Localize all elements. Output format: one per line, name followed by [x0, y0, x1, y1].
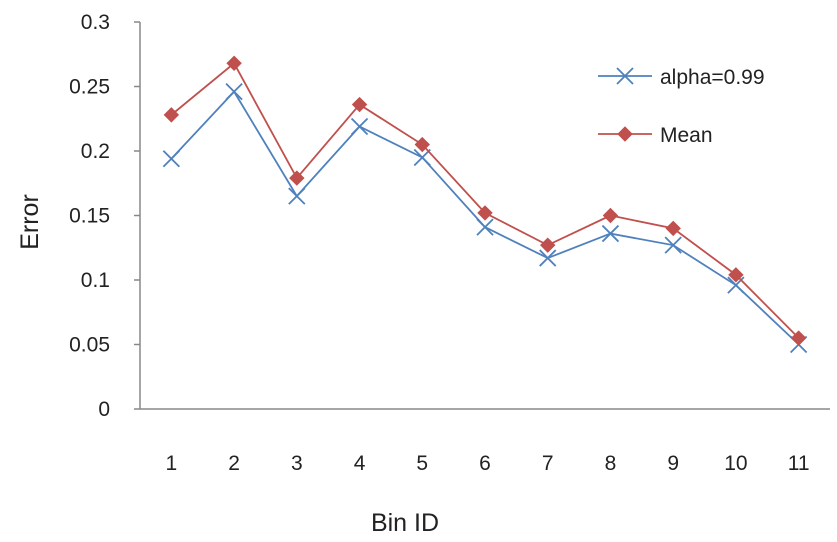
x-tick-label: 3: [291, 452, 303, 475]
x-axis-ticks: 1 2 3 4 5 6 7 8 9 10 11: [166, 452, 810, 475]
x-tick-label: 4: [354, 452, 366, 475]
data-point: [163, 107, 180, 123]
data-point: [665, 220, 681, 237]
series-line: [170, 61, 800, 339]
y-tick-label: 0: [98, 398, 110, 421]
y-tick-label: 0.1: [81, 269, 110, 292]
data-point: [601, 224, 620, 243]
y-tick-label: 0.15: [69, 205, 110, 228]
data-point: [477, 205, 493, 221]
y-axis-title: Error: [16, 194, 44, 250]
data-point: [790, 330, 807, 346]
x-axis-title: Bin ID: [371, 509, 439, 537]
x-tick-label: 6: [479, 452, 491, 475]
legend-marker: [617, 126, 633, 142]
data-point: [226, 55, 242, 71]
data-point: [728, 267, 744, 283]
x-tick-label: 1: [166, 452, 178, 475]
legend-label: Mean: [660, 124, 713, 147]
legend: alpha=0.99 Mean: [598, 66, 765, 147]
y-tick-label: 0.05: [69, 334, 110, 357]
y-tick-label: 0.3: [81, 11, 110, 34]
y-tick-label: 0.2: [81, 140, 110, 163]
y-axis-ticks: 0 0.05 0.1 0.15 0.2 0.25 0.3: [69, 11, 140, 421]
series-layer: [162, 55, 808, 354]
data-point: [540, 237, 556, 253]
data-point: [162, 150, 181, 168]
data-point: [602, 207, 619, 224]
data-point: [350, 117, 369, 136]
data-point: [225, 83, 243, 101]
x-tick-label: 10: [724, 452, 747, 475]
y-tick-label: 0.25: [69, 76, 110, 99]
x-tick-label: 2: [228, 452, 240, 475]
data-point: [289, 170, 305, 186]
legend-marker: [616, 67, 634, 85]
x-tick-label: 7: [542, 452, 554, 475]
series-1: [163, 55, 807, 346]
data-point: [288, 187, 306, 205]
series-0: [162, 83, 808, 354]
x-tick-label: 5: [416, 452, 428, 475]
data-point: [664, 236, 682, 254]
data-point: [476, 218, 494, 236]
data-point: [351, 96, 368, 113]
x-tick-label: 11: [788, 452, 810, 475]
data-point: [539, 249, 557, 267]
data-point: [413, 148, 431, 167]
data-point: [414, 136, 430, 153]
legend-label: alpha=0.99: [660, 66, 765, 89]
x-tick-label: 8: [605, 452, 617, 475]
x-tick-label: 9: [667, 452, 679, 475]
